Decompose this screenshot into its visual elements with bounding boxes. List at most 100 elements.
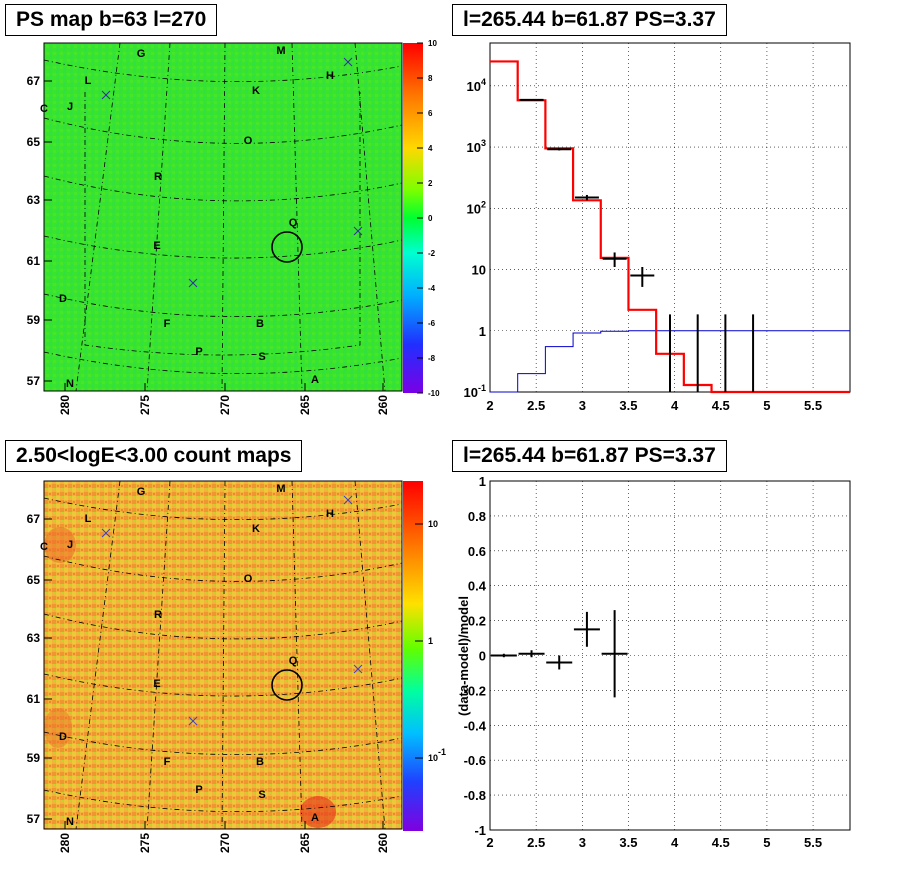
source-marker	[188, 716, 198, 726]
y-tick-label: 104	[467, 77, 486, 94]
x-tick-label: 3.5	[619, 398, 637, 413]
count-map-area	[44, 481, 402, 829]
colorbar-tick-label: 2	[428, 179, 433, 188]
source-marker	[343, 57, 353, 67]
colorbar-tick-label: 6	[428, 109, 433, 118]
y-tick-label: 65	[27, 135, 41, 149]
x-tick-label: 270	[218, 833, 232, 853]
y-tick-label: 61	[27, 692, 41, 706]
x-tick-label: 4	[671, 398, 679, 413]
source-label-d: D	[59, 731, 67, 743]
colorbar-tick-label: -6	[428, 319, 436, 328]
x-tick-label: 280	[58, 833, 72, 853]
residual-title: l=265.44 b=61.87 PS=3.37	[452, 440, 727, 472]
y-tick-label: 1	[479, 324, 486, 339]
source-label-o: O	[244, 573, 253, 585]
y-tick-label: 10	[472, 263, 486, 278]
source-label-b: B	[256, 318, 264, 330]
colorbar-tick-label: -8	[428, 354, 436, 363]
ps-map-title: PS map b=63 l=270	[5, 4, 218, 36]
x-tick-label: 2	[486, 398, 493, 413]
ps-map-grid	[43, 42, 403, 392]
source-label-q: Q	[289, 655, 298, 667]
residual-point	[601, 610, 628, 698]
source-label-f: F	[164, 756, 171, 768]
colorbar-tick-label: 10	[428, 519, 438, 529]
y-tick-label: 0.8	[468, 509, 486, 524]
y-tick-label: 0.6	[468, 544, 486, 559]
y-tick-label: 102	[467, 199, 486, 216]
y-tick-label: 63	[27, 193, 41, 207]
residual-grid	[489, 480, 850, 831]
residual-y-axis-label: (data-model)/model	[456, 596, 471, 716]
y-tick-label: 1	[479, 474, 486, 489]
x-tick-label: 2.5	[527, 835, 545, 850]
count-map-y-ticks: 57 59 61 63 65 67	[27, 512, 52, 826]
spectrum-title: l=265.44 b=61.87 PS=3.37	[452, 4, 727, 36]
y-tick-label: 57	[27, 812, 41, 826]
source-label-o: O	[244, 135, 253, 147]
y-tick-label: 10-1	[464, 383, 486, 400]
source-label-k: K	[252, 85, 260, 97]
source-marker	[188, 278, 198, 288]
ps-map-y-ticks: 57 59 61 63 65 67	[27, 74, 52, 388]
residual-panel: 2 2.5 3 3.5 4 4.5 5 5.5 1 0.8 0.6 0.4 0.2 0 -0.2 -0.4 -…	[456, 474, 851, 850]
residual-point	[546, 655, 573, 670]
y-tick-label: 103	[467, 138, 486, 155]
y-tick-label: 63	[27, 631, 41, 645]
colorbar-tick-label: 8	[428, 74, 433, 83]
ps-colorbar	[403, 43, 423, 393]
source-label-q: Q	[289, 217, 298, 229]
y-tick-label: 67	[27, 512, 41, 526]
background-step-line	[490, 330, 850, 393]
source-marker	[343, 495, 353, 505]
ps-map-x-ticks: 280 275 270 265 260	[58, 383, 390, 415]
residual-point	[490, 653, 517, 658]
x-tick-label: 265	[298, 833, 312, 853]
count-map-x-ticks: 280 275 270 265 260	[58, 821, 390, 853]
source-marker	[101, 90, 111, 100]
spectrum-data-points	[519, 98, 755, 392]
source-label-g: G	[137, 48, 146, 60]
x-tick-label: 280	[58, 395, 72, 415]
x-tick-label: 4.5	[712, 398, 730, 413]
x-tick-label: 260	[376, 833, 390, 853]
source-marker	[353, 664, 363, 674]
residual-point	[518, 650, 545, 658]
source-label-h: H	[326, 508, 334, 520]
target-circle	[271, 231, 303, 263]
source-label-g: G	[137, 486, 146, 498]
source-marker	[101, 528, 111, 538]
data-point	[630, 266, 655, 287]
y-tick-label: 59	[27, 313, 41, 327]
colorbar-tick-label: 10-1	[428, 747, 446, 763]
colorbar-tick-label: -2	[428, 249, 436, 258]
data-point	[602, 252, 627, 267]
residual-y-ticks: 1 0.8 0.6 0.4 0.2 0 -0.2 -0.4 -0.6 -0.8 -1	[464, 474, 487, 838]
source-label-d: D	[59, 293, 67, 305]
source-label-j: J	[67, 101, 73, 113]
ps-colorbar-ticks: 10 8 6 4 2 0 -2 -4 -6 -8 -10	[417, 39, 440, 398]
x-tick-label: 5	[763, 398, 770, 413]
x-tick-label: 275	[138, 395, 152, 415]
colorbar-tick-label: -10	[428, 389, 440, 398]
x-tick-label: 3.5	[619, 835, 637, 850]
source-label-f: F	[164, 318, 171, 330]
source-label-l: L	[85, 513, 92, 525]
source-label-n: N	[66, 378, 74, 390]
colorbar-tick-label: 1	[428, 636, 433, 646]
x-tick-label: 3	[579, 398, 586, 413]
x-tick-label: 4	[671, 835, 679, 850]
spectrum-y-ticks: 10-1 1 10 102 103 104	[464, 77, 486, 400]
source-label-e: E	[153, 240, 160, 252]
source-label-m: M	[276, 45, 285, 57]
colorbar-tick-label: -4	[428, 284, 436, 293]
y-tick-label: 65	[27, 573, 41, 587]
residual-x-ticks: 2 2.5 3 3.5 4 4.5 5 5.5	[486, 835, 822, 850]
x-tick-label: 2.5	[527, 398, 545, 413]
y-tick-label: 0.2	[468, 614, 486, 629]
